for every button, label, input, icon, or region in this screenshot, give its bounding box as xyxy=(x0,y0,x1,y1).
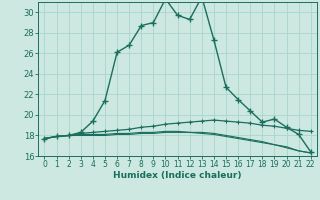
X-axis label: Humidex (Indice chaleur): Humidex (Indice chaleur) xyxy=(113,171,242,180)
